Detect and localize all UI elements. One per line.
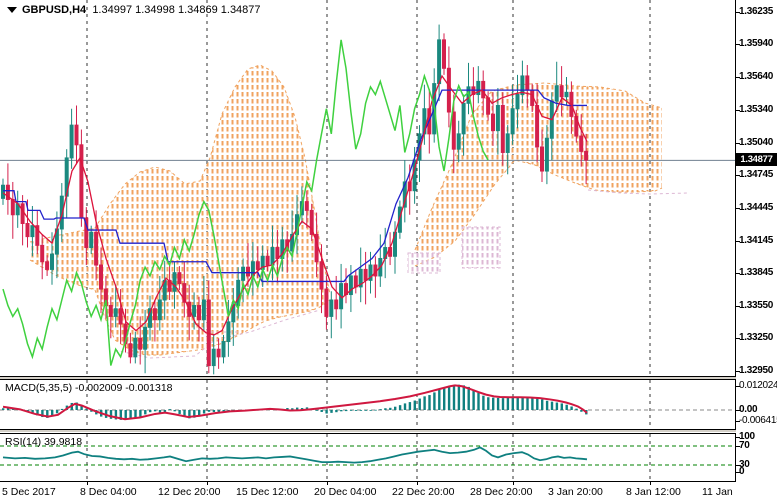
axis-tick xyxy=(736,306,740,307)
axis-tick xyxy=(736,44,740,45)
price-axis-label: 1.34145 xyxy=(739,235,774,246)
date-axis-tick xyxy=(513,482,514,485)
axis-tick xyxy=(736,465,740,466)
panel-separator[interactable] xyxy=(0,430,736,432)
price-axis-label: 1.33845 xyxy=(739,267,774,278)
date-axis-tick xyxy=(650,482,651,485)
axis-tick xyxy=(736,421,740,422)
date-axis-label: 8 Dec 04:00 xyxy=(80,486,137,498)
date-axis-label: 28 Dec 20:00 xyxy=(470,486,533,498)
price-axis-label: 1.34745 xyxy=(739,169,774,180)
rsi-label: RSI(14) 39.9818 xyxy=(5,436,83,448)
rsi-axis-label: 100 xyxy=(739,431,755,442)
current-price-tag: 1.34877 xyxy=(736,153,777,166)
price-axis[interactable]: 1.36235 1.35940 1.35640 1.35340 1.35040 1.347… xyxy=(736,0,777,502)
axis-tick xyxy=(736,371,740,372)
macd-panel[interactable]: MACD(5,35,5) -0.002009 -0.001318 xyxy=(0,379,736,430)
axis-tick xyxy=(736,273,740,274)
rsi-axis-label: 0 xyxy=(739,466,745,477)
macd-canvas xyxy=(0,380,735,429)
axis-tick xyxy=(736,386,740,387)
axis-tick xyxy=(736,143,740,144)
axis-tick xyxy=(736,446,740,447)
date-axis-label: 5 Dec 2017 xyxy=(2,486,56,498)
date-axis-label: 3 Jan 20:00 xyxy=(548,486,603,498)
price-axis-label: 1.35040 xyxy=(739,137,774,148)
axis-tick xyxy=(736,437,740,438)
ohlc-values: 1.34997 1.34998 1.34869 1.34877 xyxy=(92,4,261,16)
macd-axis-label: 0.012024 xyxy=(739,380,777,391)
chart-title: GBPUSD,H4 1.34997 1.34998 1.34869 1.3487… xyxy=(22,4,261,16)
date-axis-label: 8 Jan 12:00 xyxy=(626,486,681,498)
main-chart-panel[interactable] xyxy=(0,0,736,377)
axis-tick xyxy=(736,77,740,78)
axis-tick xyxy=(736,241,740,242)
date-axis-tick xyxy=(327,482,328,485)
rsi-canvas xyxy=(0,434,735,481)
rsi-line xyxy=(2,446,588,464)
price-axis-label: 1.33550 xyxy=(739,300,774,311)
axis-tick xyxy=(736,410,740,411)
main-chart-canvas xyxy=(0,0,735,376)
kijun-line xyxy=(3,89,587,283)
macd-signal-line xyxy=(2,384,588,421)
ichimoku-cloud xyxy=(29,64,689,359)
axis-tick xyxy=(736,12,740,13)
macd-histogram xyxy=(2,384,588,420)
axis-tick xyxy=(736,110,740,111)
symbol-period-label: GBPUSD,H4 xyxy=(22,4,87,16)
rsi-panel[interactable]: RSI(14) 39.9818 xyxy=(0,433,736,482)
date-axis-label: 20 Dec 04:00 xyxy=(314,486,377,498)
rsi-axis-label: 30 xyxy=(739,459,750,470)
price-axis-label: 1.35340 xyxy=(739,104,774,115)
date-axis-tick xyxy=(417,482,418,485)
price-axis-label: 1.35640 xyxy=(739,71,774,82)
date-axis[interactable]: 5 Dec 2017 8 Dec 04:00 12 Dec 20:00 15 Dec … xyxy=(0,482,762,502)
axis-tick xyxy=(736,175,740,176)
price-axis-label: 1.35940 xyxy=(739,38,774,49)
axis-tick xyxy=(736,338,740,339)
axis-tick xyxy=(736,472,740,473)
macd-axis-label: 0.00 xyxy=(739,404,758,415)
panel-separator[interactable] xyxy=(0,377,736,379)
symbol-dropdown-icon[interactable] xyxy=(7,7,17,13)
date-axis-tick xyxy=(87,482,88,485)
date-axis-label: 15 Dec 12:00 xyxy=(236,486,299,498)
macd-axis-label: -0.006415 xyxy=(739,415,777,426)
chikou-line xyxy=(2,39,489,366)
price-axis-label: 1.36235 xyxy=(739,6,774,17)
date-axis-label: 12 Dec 20:00 xyxy=(158,486,221,498)
candles xyxy=(1,24,589,375)
macd-label: MACD(5,35,5) -0.002009 -0.001318 xyxy=(5,382,173,394)
price-axis-label: 1.34445 xyxy=(739,202,774,213)
price-axis-label: 1.33250 xyxy=(739,332,774,343)
price-axis-label: 1.32950 xyxy=(739,365,774,376)
date-axis-label: 22 Dec 20:00 xyxy=(392,486,455,498)
rsi-axis-label: 70 xyxy=(739,440,750,451)
date-axis-tick xyxy=(207,482,208,485)
axis-tick xyxy=(736,208,740,209)
